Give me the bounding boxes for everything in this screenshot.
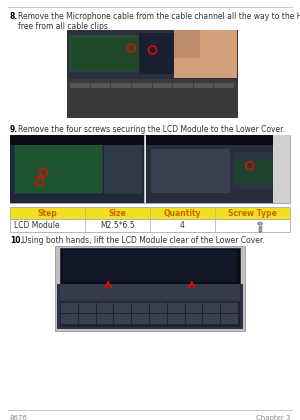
Text: 9.: 9. [10, 125, 18, 134]
Bar [132, 314, 149, 319]
Bar [97, 319, 113, 324]
Bar [114, 319, 131, 324]
Bar [63, 250, 237, 282]
Bar [70, 36, 149, 71]
Bar [79, 319, 96, 324]
Text: Chapter 3: Chapter 3 [256, 415, 290, 420]
Bar [61, 308, 78, 313]
Bar [114, 314, 131, 319]
Bar [236, 159, 281, 183]
Bar [152, 149, 230, 193]
Bar [168, 308, 184, 313]
Bar [203, 314, 220, 319]
Bar [97, 303, 113, 308]
Bar [214, 83, 234, 88]
Bar [203, 303, 220, 308]
Bar [10, 135, 144, 203]
Bar [91, 83, 110, 88]
Bar [194, 83, 213, 88]
Bar [114, 303, 131, 308]
Bar [203, 308, 220, 313]
Bar [114, 308, 131, 313]
Bar [60, 284, 240, 299]
Bar [221, 314, 238, 319]
Bar [97, 308, 113, 313]
Bar [150, 314, 167, 319]
Bar [150, 308, 167, 313]
Bar [60, 302, 240, 327]
Bar [168, 314, 184, 319]
Text: Step: Step [38, 208, 57, 218]
Text: 8676: 8676 [10, 415, 28, 420]
Bar [132, 308, 149, 313]
Bar [168, 319, 184, 324]
Bar [173, 83, 193, 88]
Bar [61, 314, 78, 319]
Bar [168, 303, 184, 308]
Bar [55, 246, 245, 331]
Bar [79, 308, 96, 313]
Text: Using both hands, lift the LCD Module clear of the Lower Cover.: Using both hands, lift the LCD Module cl… [22, 236, 265, 245]
Bar [273, 135, 290, 203]
Bar [57, 284, 243, 329]
Bar [146, 135, 290, 145]
Text: Screw Type: Screw Type [228, 208, 277, 218]
Bar [152, 83, 172, 88]
Bar [10, 207, 290, 219]
Bar [70, 83, 90, 88]
Text: 4: 4 [180, 221, 185, 230]
Bar [65, 28, 240, 120]
Polygon shape [259, 231, 262, 234]
Bar [186, 314, 202, 319]
Bar [221, 319, 238, 324]
Bar [67, 79, 238, 118]
Bar [67, 30, 238, 81]
Bar [79, 303, 96, 308]
Text: Remove the four screws securing the LCD Module to the Lower Cover.: Remove the four screws securing the LCD … [18, 125, 285, 134]
Bar [146, 135, 290, 203]
Text: 10.: 10. [10, 236, 23, 245]
Bar [150, 303, 167, 308]
Bar [232, 152, 283, 189]
Bar [186, 303, 202, 308]
Bar [60, 248, 240, 284]
Bar [132, 319, 149, 324]
Bar [150, 319, 167, 324]
Bar [10, 219, 290, 232]
Ellipse shape [257, 222, 262, 225]
Bar [139, 33, 191, 74]
Text: Quantity: Quantity [164, 208, 201, 218]
Bar [203, 319, 220, 324]
Text: LCD Module: LCD Module [14, 221, 60, 230]
Bar [132, 83, 152, 88]
Bar [10, 135, 144, 145]
Bar [186, 308, 202, 313]
Text: M2.5*6.5: M2.5*6.5 [100, 221, 135, 230]
Text: 8.: 8. [10, 12, 18, 21]
Bar [10, 135, 290, 203]
Bar [79, 314, 96, 319]
Bar [173, 30, 236, 78]
Bar [221, 308, 238, 313]
Bar [132, 303, 149, 308]
Bar [173, 30, 200, 58]
Bar [259, 226, 262, 231]
Text: Remove the Microphone cable from the cable channel all the way to the Hinge Well: Remove the Microphone cable from the cab… [18, 12, 300, 32]
Bar [61, 303, 78, 308]
Bar [186, 319, 202, 324]
Bar [70, 36, 149, 71]
Bar [221, 303, 238, 308]
Text: Size: Size [109, 208, 126, 218]
Bar [104, 140, 142, 194]
Bar [111, 83, 131, 88]
Bar [15, 145, 102, 193]
Bar [61, 319, 78, 324]
Bar [97, 314, 113, 319]
